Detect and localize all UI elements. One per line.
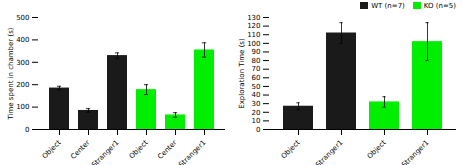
- svg-text:0: 0: [256, 126, 260, 134]
- svg-text:300: 300: [16, 59, 29, 67]
- svg-text:90: 90: [252, 48, 261, 56]
- svg-text:10: 10: [252, 117, 261, 125]
- svg-text:20: 20: [252, 109, 261, 117]
- svg-text:40: 40: [252, 91, 261, 99]
- svg-text:500: 500: [16, 14, 29, 22]
- svg-text:30: 30: [252, 100, 261, 108]
- svg-text:100: 100: [247, 40, 260, 48]
- svg-text:Exploration Time (s): Exploration Time (s): [238, 38, 246, 109]
- svg-text:Stranger1: Stranger1: [400, 139, 430, 165]
- svg-text:Center: Center: [69, 139, 91, 161]
- svg-text:Object: Object: [366, 138, 388, 160]
- svg-text:110: 110: [247, 31, 260, 39]
- svg-text:Center: Center: [156, 139, 178, 161]
- svg-text:Object: Object: [280, 138, 302, 160]
- svg-text:130: 130: [247, 14, 260, 22]
- html-text:KO (n=5): KO (n=5): [423, 1, 456, 10]
- svg-text:Time spent in chamber (s): Time spent in chamber (s): [7, 27, 15, 120]
- svg-text:120: 120: [247, 22, 260, 30]
- svg-text:60: 60: [252, 74, 261, 82]
- html-text:WT (n=7): WT (n=7): [371, 1, 405, 10]
- svg-text:Object: Object: [128, 138, 150, 160]
- svg-text:80: 80: [252, 57, 261, 65]
- svg-text:Stranger1: Stranger1: [90, 139, 120, 165]
- svg-text:50: 50: [252, 83, 261, 91]
- svg-text:Stranger1: Stranger1: [314, 139, 344, 165]
- svg-text:0: 0: [25, 126, 29, 134]
- svg-text:400: 400: [16, 36, 29, 44]
- svg-text:100: 100: [16, 103, 29, 111]
- svg-text:200: 200: [16, 81, 29, 89]
- svg-text:70: 70: [252, 65, 261, 73]
- svg-text:Stranger1: Stranger1: [177, 139, 207, 165]
- svg-text:Object: Object: [41, 138, 63, 160]
